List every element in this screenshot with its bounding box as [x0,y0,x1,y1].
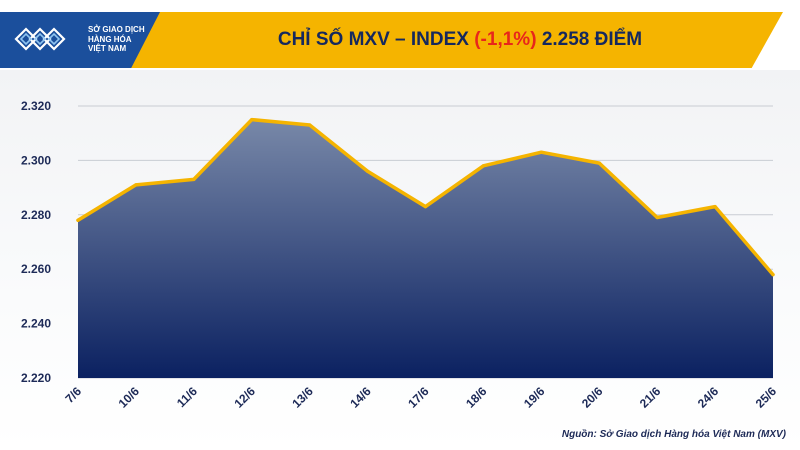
title-prefix: CHỈ SỐ MXV – INDEX [277,29,469,50]
title-change: (-1,1%) [474,29,537,50]
data-point [481,164,485,168]
area-series [78,119,773,378]
data-point [655,215,659,220]
logo-line: SỞ GIAO DỊCH [88,25,145,34]
logo-panel [0,12,160,68]
y-axis-ticks: 2.220 2.240 2.260 2.280 2.300 2.320 [21,99,51,385]
data-point [308,123,312,127]
logo-text: SỞ GIAO DỊCH HÀNG HÓA VIỆT NAM [88,25,168,54]
logo-line: HÀNG HÓA [88,34,132,44]
data-point [366,169,370,173]
data-point [423,205,428,209]
series-line [76,117,775,277]
chart-title: CHỈ SỐ MXV – INDEX (-1,1%) 2.258 ĐIỂM [160,12,760,68]
y-tick-label: 2.300 [21,153,51,167]
x-tick-label: 17/6 [405,384,432,411]
y-tick-label: 2.320 [21,99,51,113]
x-tick-label: 24/6 [695,384,722,411]
x-tick-label: 19/6 [521,384,548,411]
x-tick-label: 14/6 [347,384,374,411]
data-point [134,183,138,187]
source-note: Nguồn: Sở Giao dịch Hàng hóa Việt Nam (M… [561,429,786,440]
data-point [597,161,601,165]
data-point [713,205,717,209]
data-point [76,218,80,222]
x-tick-label: 12/6 [232,384,259,411]
x-tick-label: 13/6 [289,384,316,411]
y-tick-label: 2.260 [21,262,51,276]
y-tick-label: 2.240 [21,317,51,331]
y-tick-label: 2.280 [21,208,51,222]
title-suffix: 2.258 ĐIỂM [541,29,643,50]
data-point [539,150,543,154]
logo-line: VIỆT NAM [88,44,127,53]
x-tick-label: 7/6 [62,384,84,406]
x-tick-label: 25/6 [753,384,780,411]
data-point [250,118,254,122]
x-tick-label: 18/6 [463,384,490,411]
x-tick-label: 21/6 [637,384,664,411]
data-point [192,177,196,181]
x-axis-ticks: 7/6 10/6 11/6 12/6 13/6 14/6 17/6 18/6 19/6 20/6 2… [62,384,779,411]
data-point [771,273,775,277]
mxv-logo-icon [14,27,66,51]
y-tick-label: 2.220 [21,371,51,385]
x-tick-label: 20/6 [579,384,606,411]
area-fill [78,119,773,378]
x-tick-label: 10/6 [116,384,143,411]
x-tick-label: 11/6 [174,384,200,410]
